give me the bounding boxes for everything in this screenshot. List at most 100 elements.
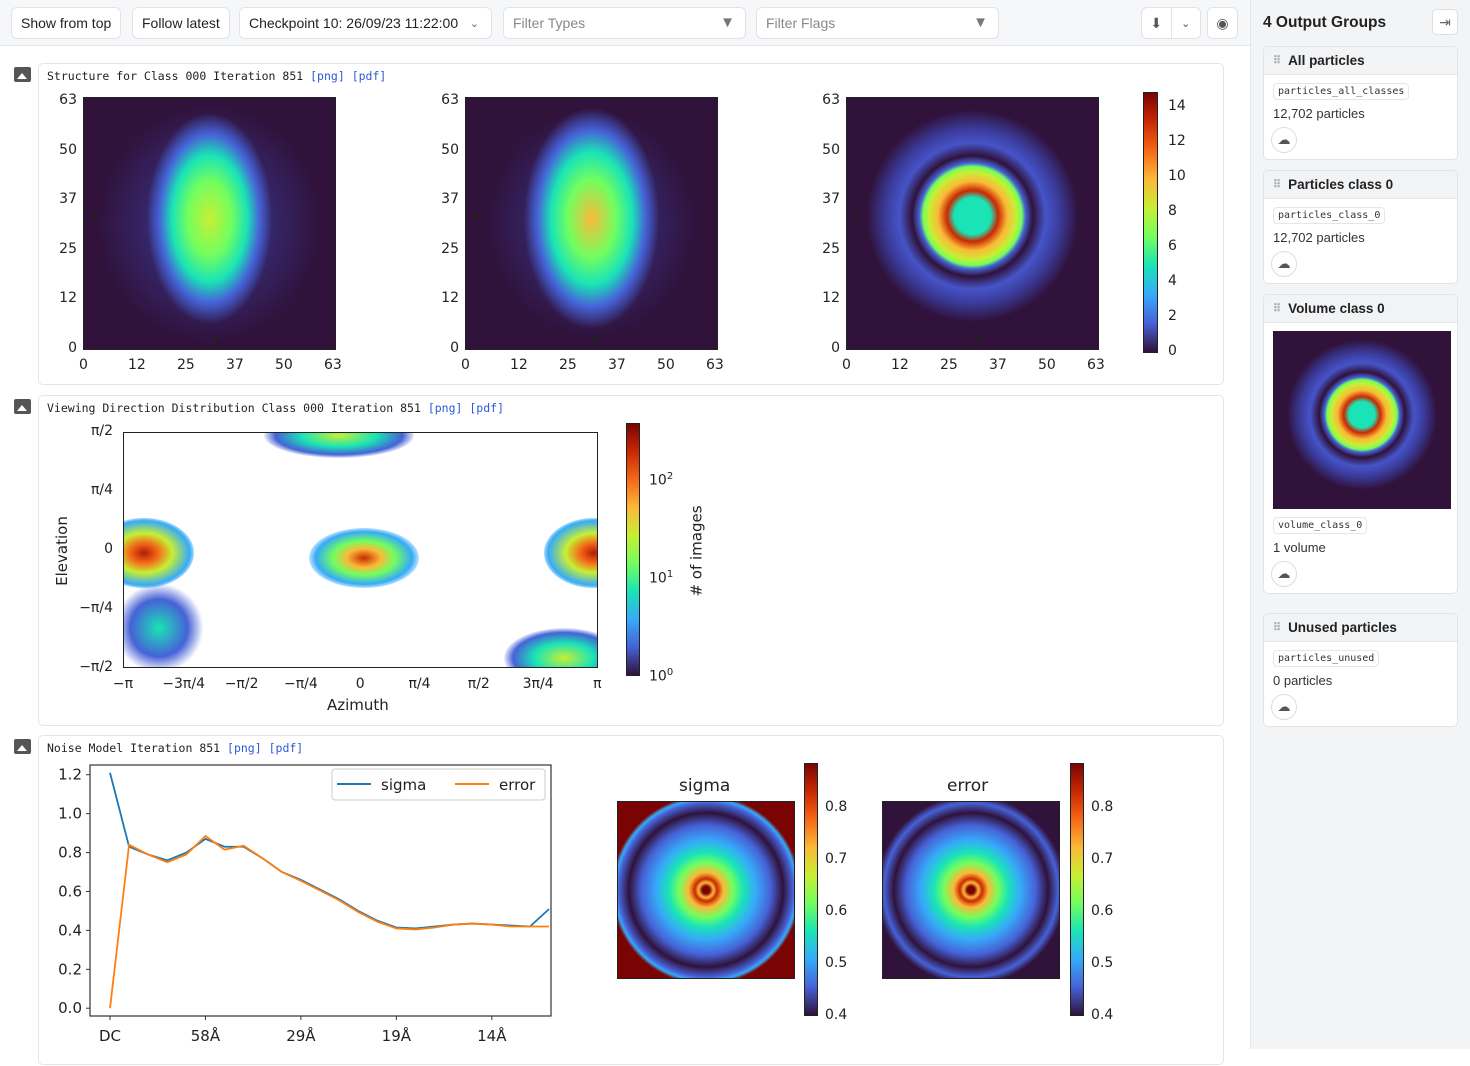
- y-tick-label: 50: [59, 141, 77, 158]
- colorbar-tick-label: 100: [649, 667, 673, 685]
- image-icon: [14, 739, 31, 754]
- x-axis-label: x: [974, 332, 982, 345]
- noise-model-panel: Noise Model Iteration 851 [png] [pdf] 0.…: [38, 735, 1224, 1065]
- y-tick-label: 25: [822, 240, 840, 257]
- output-group-card[interactable]: ⠿ Particles class 0 particles_class_0 12,70…: [1263, 170, 1458, 284]
- group-name: Unused particles: [1288, 620, 1397, 635]
- main-content: Structure for Class 000 Iteration 851 [p…: [0, 46, 1250, 1065]
- group-tag: particles_class_0: [1273, 207, 1386, 224]
- x-tick-label: 25: [177, 357, 195, 373]
- density-blob: [124, 518, 194, 588]
- y-tick-label: 0.8: [58, 844, 82, 862]
- card-header[interactable]: ⠿ Volume class 0: [1264, 295, 1457, 323]
- y-axis-label: Elevation: [52, 516, 71, 586]
- y-tick-label: 0: [831, 340, 840, 356]
- y-tick-label: 37: [441, 191, 459, 208]
- pdf-link[interactable]: [pdf]: [469, 401, 504, 415]
- card-header[interactable]: ⠿ All particles: [1264, 47, 1457, 75]
- colorbar-tick-label: 0: [1168, 343, 1177, 359]
- colorbar-tick-label: 0.4: [1091, 1007, 1114, 1023]
- colorbar-tick-label: 0.4: [825, 1007, 848, 1023]
- x-tick-label: DC: [99, 1027, 121, 1045]
- viewing-direction-panel: Viewing Direction Distribution Class 000…: [38, 395, 1224, 726]
- pdf-link[interactable]: [pdf]: [268, 741, 304, 755]
- x-tick-label: π: [593, 676, 602, 692]
- y-tick-label: −π/2: [79, 659, 113, 675]
- density-blob: [124, 583, 204, 667]
- y-tick-label: 50: [822, 141, 840, 158]
- legend-label: sigma: [381, 776, 426, 794]
- panel-title: Noise Model Iteration 851 [png] [pdf]: [47, 741, 304, 755]
- colorbar-tick-label: 0.8: [825, 799, 848, 815]
- colorbar-tick-label: 0.5: [825, 955, 848, 971]
- card-header[interactable]: ⠿ Particles class 0: [1264, 171, 1457, 199]
- output-group-card[interactable]: ⠿ Unused particles particles_unused 0 parti…: [1263, 613, 1458, 727]
- panel-title: Viewing Direction Distribution Class 000…: [47, 401, 504, 415]
- tick-exponent: 2: [666, 471, 674, 482]
- colorbar-tick-label: 12: [1168, 133, 1186, 149]
- y-tick-label: 0.2: [58, 960, 82, 978]
- x-axis-label: x: [593, 332, 601, 345]
- colorbar-tick-label: 102: [649, 471, 673, 489]
- checkpoint-value: Checkpoint 10: 26/09/23 11:22:00: [249, 15, 459, 31]
- chevron-down-icon[interactable]: ⌄: [1181, 17, 1191, 30]
- filter-icon: ▼: [973, 14, 988, 31]
- eye-icon[interactable]: ◉: [1207, 7, 1238, 39]
- png-link[interactable]: [png]: [310, 69, 345, 83]
- error-map: [882, 801, 1060, 979]
- y-tick-label: π/2: [90, 423, 113, 439]
- group-count: 1 volume: [1273, 540, 1326, 555]
- cloud-download-icon[interactable]: ☁: [1271, 561, 1297, 587]
- x-tick-label: 0: [79, 357, 88, 373]
- y-tick-label: 63: [822, 92, 840, 108]
- cloud-download-icon[interactable]: ☁: [1271, 251, 1297, 277]
- y-tick-label: −π/4: [79, 600, 113, 616]
- collapse-sidebar-icon[interactable]: ⇥: [1432, 9, 1458, 35]
- card-header[interactable]: ⠿ Unused particles: [1264, 614, 1457, 642]
- show-from-top-button[interactable]: Show from top: [11, 7, 122, 39]
- colorbar-tick-label: 4: [1168, 273, 1177, 289]
- output-group-card[interactable]: ⠿ All particles particles_all_classes 12,70…: [1263, 46, 1458, 160]
- colorbar-tick-label: 2: [1168, 308, 1177, 324]
- drag-handle-icon[interactable]: ⠿: [1273, 622, 1281, 634]
- output-group-card[interactable]: ⠿ Volume class 0 volume_class_0 1 volume ☁: [1263, 294, 1458, 594]
- drag-handle-icon[interactable]: ⠿: [1273, 303, 1281, 315]
- hexbin-plot: [123, 432, 598, 668]
- y-tick-label: 0.6: [58, 882, 82, 900]
- filter-flags-input[interactable]: Filter Flags ▼: [756, 7, 999, 39]
- y-tick-label: 0: [68, 340, 77, 356]
- sidebar-title: 4 Output Groups: [1263, 14, 1387, 31]
- sigma-map-title: sigma: [679, 776, 731, 796]
- toolbar: Show from top Follow latest Checkpoint 1…: [0, 0, 1250, 46]
- drag-handle-icon[interactable]: ⠿: [1273, 55, 1281, 67]
- checkpoint-select[interactable]: Checkpoint 10: 26/09/23 11:22:00 ⌄: [239, 7, 492, 39]
- download-split-button[interactable]: ⬇ ⌄: [1141, 7, 1201, 39]
- x-tick-label: 25: [559, 357, 577, 373]
- follow-latest-button[interactable]: Follow latest: [132, 7, 230, 39]
- x-tick-label: 50: [657, 357, 675, 373]
- image-icon: [14, 399, 31, 414]
- colorbar-tick-label: 101: [649, 569, 673, 587]
- density-blob: [264, 433, 414, 458]
- y-tick-label: 50: [441, 141, 459, 158]
- filter-flags-placeholder: Filter Flags: [766, 15, 836, 31]
- x-tick-label: 37: [608, 357, 626, 373]
- pdf-link[interactable]: [pdf]: [351, 69, 387, 83]
- y-axis-label: y: [854, 210, 862, 223]
- tick-base: 10: [649, 472, 667, 489]
- tick-base: 10: [649, 570, 667, 587]
- drag-handle-icon[interactable]: ⠿: [1273, 179, 1281, 191]
- png-link[interactable]: [png]: [227, 741, 262, 755]
- png-link[interactable]: [png]: [427, 401, 463, 415]
- colorbar-tick-label: 6: [1168, 238, 1177, 254]
- download-icon[interactable]: ⬇: [1142, 8, 1172, 38]
- filter-types-input[interactable]: Filter Types ▼: [503, 7, 746, 39]
- cloud-download-icon[interactable]: ☁: [1271, 127, 1297, 153]
- slice-image: [83, 97, 336, 350]
- y-tick-label: 12: [822, 290, 840, 307]
- group-count: 12,702 particles: [1273, 230, 1365, 245]
- x-tick-label: 14Å: [477, 1026, 507, 1045]
- noise-line-chart: 0.0 0.2 0.4 0.6 0.8 1.0 1.2 DC 58Å 29Å 19Å 14Å sigma…: [58, 764, 552, 1045]
- cloud-download-icon[interactable]: ☁: [1271, 694, 1297, 720]
- y-tick-label: 1.0: [58, 805, 82, 823]
